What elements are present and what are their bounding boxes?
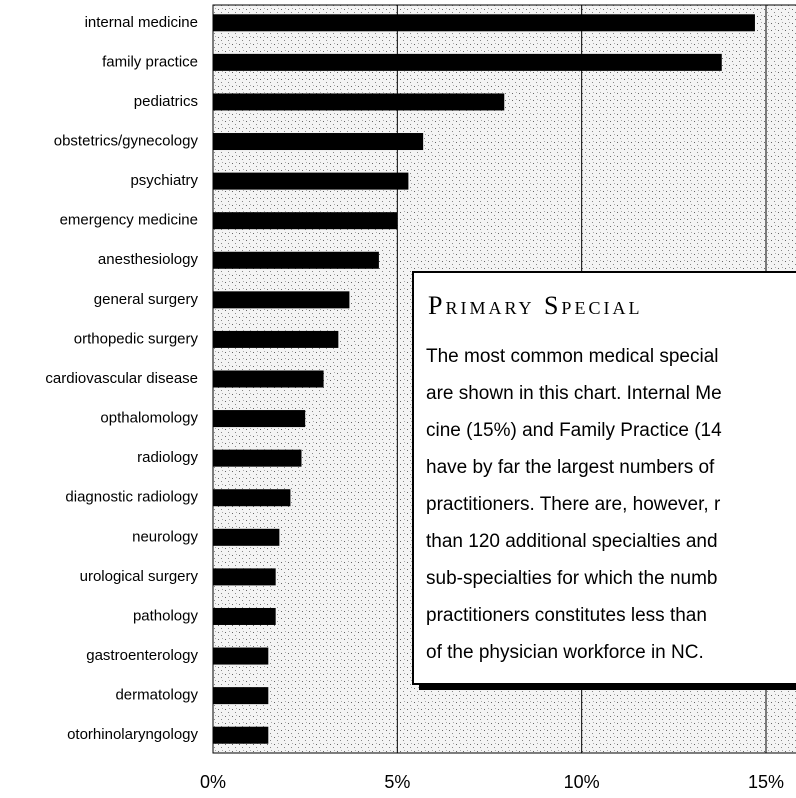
text-box-line: sub-specialties for which the numb <box>426 568 717 589</box>
bar <box>213 172 409 190</box>
bar <box>213 568 276 586</box>
bar <box>213 133 424 151</box>
bar <box>213 53 722 71</box>
y-tick-label: neurology <box>132 528 198 545</box>
bar <box>213 726 269 744</box>
y-tick-label: psychiatry <box>130 172 198 189</box>
bar <box>213 410 306 428</box>
bar <box>213 489 291 507</box>
bar <box>213 14 755 32</box>
y-tick-label: emergency medicine <box>60 212 198 229</box>
bar <box>213 212 398 230</box>
bar <box>213 93 505 111</box>
x-tick-label: 10% <box>564 772 600 792</box>
text-box-line: have by far the largest numbers of <box>426 457 715 478</box>
bar <box>213 251 379 269</box>
text-box-line: are shown in this chart. Internal Me <box>426 383 722 404</box>
bar <box>213 330 339 348</box>
y-tick-label: obstetrics/gynecology <box>54 132 199 149</box>
y-tick-label: anesthesiology <box>98 251 199 268</box>
text-box-line: than 120 additional specialties and <box>426 531 718 552</box>
bar <box>213 291 350 309</box>
y-tick-label: radiology <box>137 449 198 466</box>
text-box-line: practitioners. There are, however, r <box>426 494 721 515</box>
y-tick-label: orthopedic surgery <box>74 330 199 347</box>
y-tick-label: urological surgery <box>80 568 199 585</box>
text-box-line: of the physician workforce in NC. <box>426 642 704 663</box>
text-box-line: practitioners constitutes less than <box>426 605 707 626</box>
y-tick-label: pathology <box>133 607 199 624</box>
bar <box>213 687 269 705</box>
y-tick-label: family practice <box>102 53 198 70</box>
x-tick-label: 5% <box>384 772 410 792</box>
text-box-line: cine (15%) and Family Practice (14 <box>426 420 722 441</box>
y-tick-label: general surgery <box>94 291 199 308</box>
x-tick-label: 0% <box>200 772 226 792</box>
bar <box>213 647 269 665</box>
y-tick-label: gastroenterology <box>86 647 198 664</box>
bar <box>213 607 276 625</box>
y-tick-label: otorhinolaryngology <box>67 726 198 743</box>
y-tick-label: pediatrics <box>134 93 198 110</box>
x-tick-label: 15% <box>748 772 784 792</box>
text-box <box>412 271 796 685</box>
y-tick-label: cardiovascular disease <box>45 370 198 387</box>
text-box-title: Primary Special <box>428 291 642 320</box>
bar <box>213 370 324 388</box>
y-tick-label: diagnostic radiology <box>65 489 198 506</box>
bar <box>213 449 302 467</box>
y-tick-label: opthalomology <box>100 410 198 427</box>
y-tick-label: dermatology <box>115 687 198 704</box>
y-tick-label: internal medicine <box>85 14 198 31</box>
bar <box>213 528 280 546</box>
text-box-line: The most common medical special <box>426 346 719 367</box>
